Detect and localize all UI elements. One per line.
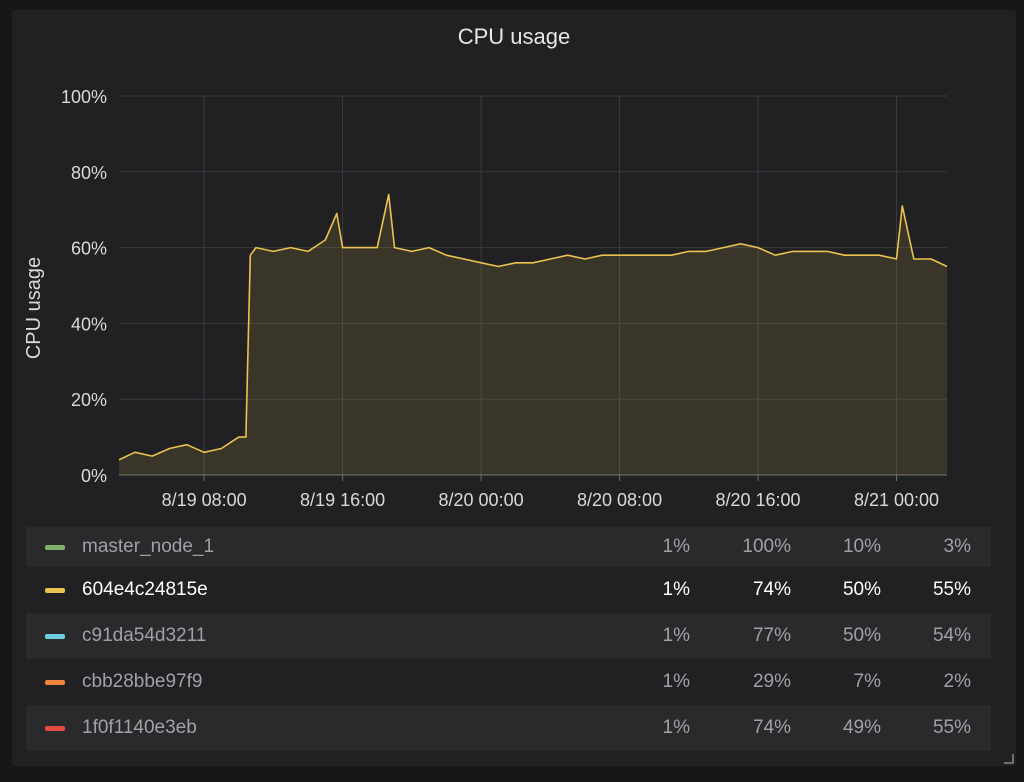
legend-row[interactable]: c91da54d3211 1% 77% 50% 54% <box>26 613 991 659</box>
cpu-usage-panel: CPU usage 0% 20% 40% 60% 80% 100% 8/19 08:00 8… <box>12 10 1016 766</box>
legend-value: 100% <box>742 536 791 557</box>
legend-value: 1% <box>662 625 690 646</box>
legend-value: 49% <box>842 717 881 738</box>
legend-value: 55% <box>932 579 971 600</box>
panel-resize-handle[interactable] <box>1004 754 1014 764</box>
legend-value: 1% <box>662 717 690 738</box>
x-tick-label: 8/20 08:00 <box>577 490 662 510</box>
legend-series-name[interactable]: cbb28bbe97f9 <box>82 671 203 692</box>
panel-title[interactable]: CPU usage <box>457 24 571 49</box>
x-tick-label: 8/20 16:00 <box>715 490 800 510</box>
legend-series-name[interactable]: 604e4c24815e <box>82 579 208 600</box>
y-tick-label: 60% <box>71 239 107 259</box>
legend-row[interactable]: 604e4c24815e 1% 74% 50% 55% <box>26 567 991 613</box>
legend-row[interactable]: master_node_1 1% 100% 10% 3% <box>26 527 991 567</box>
legend-value: 1% <box>662 536 690 557</box>
legend-value: 54% <box>932 625 971 646</box>
legend-value: 74% <box>752 717 791 738</box>
x-tick-label: 8/20 00:00 <box>439 490 524 510</box>
legend-value: 1% <box>662 579 690 600</box>
legend-value: 7% <box>853 671 881 692</box>
series-area-fill <box>119 194 947 475</box>
x-tick-label: 8/19 16:00 <box>300 490 385 510</box>
chart-grid <box>119 95 947 481</box>
legend-value: 1% <box>662 671 690 692</box>
legend-value: 74% <box>752 579 791 600</box>
chart-area-layer <box>118 193 948 475</box>
legend-color-swatch <box>45 544 65 550</box>
y-tick-label: 100% <box>61 87 107 107</box>
legend-row[interactable]: 1f0f1140e3eb 1% 74% 49% 55% <box>26 705 991 751</box>
y-axis-ticks: 0% 20% 40% 60% 80% 100% <box>61 87 107 486</box>
cpu-usage-chart[interactable]: 0%20%40%60%80%100% 8/19 08:00 8/19 16:00 8… <box>12 10 1016 520</box>
y-tick-label: 40% <box>71 314 107 334</box>
legend-value: 50% <box>842 625 881 646</box>
legend-value: 29% <box>752 671 791 692</box>
legend-color-swatch <box>45 725 65 731</box>
y-tick-label: 0% <box>81 466 107 486</box>
y-tick-label: 80% <box>71 163 107 183</box>
legend-color-swatch <box>45 587 65 593</box>
legend-value: 2% <box>943 671 971 692</box>
legend-color-swatch <box>45 679 65 685</box>
legend-value: 3% <box>943 536 971 557</box>
legend-row[interactable]: cbb28bbe97f9 1% 29% 7% 2% <box>26 659 991 705</box>
legend-series-name[interactable]: master_node_1 <box>82 536 215 557</box>
y-axis-label: CPU usage <box>23 257 45 359</box>
series-line <box>118 193 948 461</box>
x-tick-label: 8/21 00:00 <box>854 490 939 510</box>
legend-value: 10% <box>842 536 881 557</box>
legend-series-name[interactable]: c91da54d3211 <box>82 625 207 646</box>
x-axis-ticks: 8/19 08:00 8/19 16:00 8/20 00:00 8/20 08:00… <box>162 490 939 510</box>
y-tick-label: 20% <box>71 390 107 410</box>
legend-value: 50% <box>842 579 881 600</box>
legend-series-name[interactable]: 1f0f1140e3eb <box>82 717 197 738</box>
x-tick-label: 8/19 08:00 <box>162 490 247 510</box>
legend-value: 55% <box>932 717 971 738</box>
legend-color-swatch <box>45 633 65 639</box>
legend-value: 77% <box>752 625 791 646</box>
legend-table: master_node_1 1% 100% 10% 3% 604e4c24815e 1% 74… <box>26 527 991 751</box>
